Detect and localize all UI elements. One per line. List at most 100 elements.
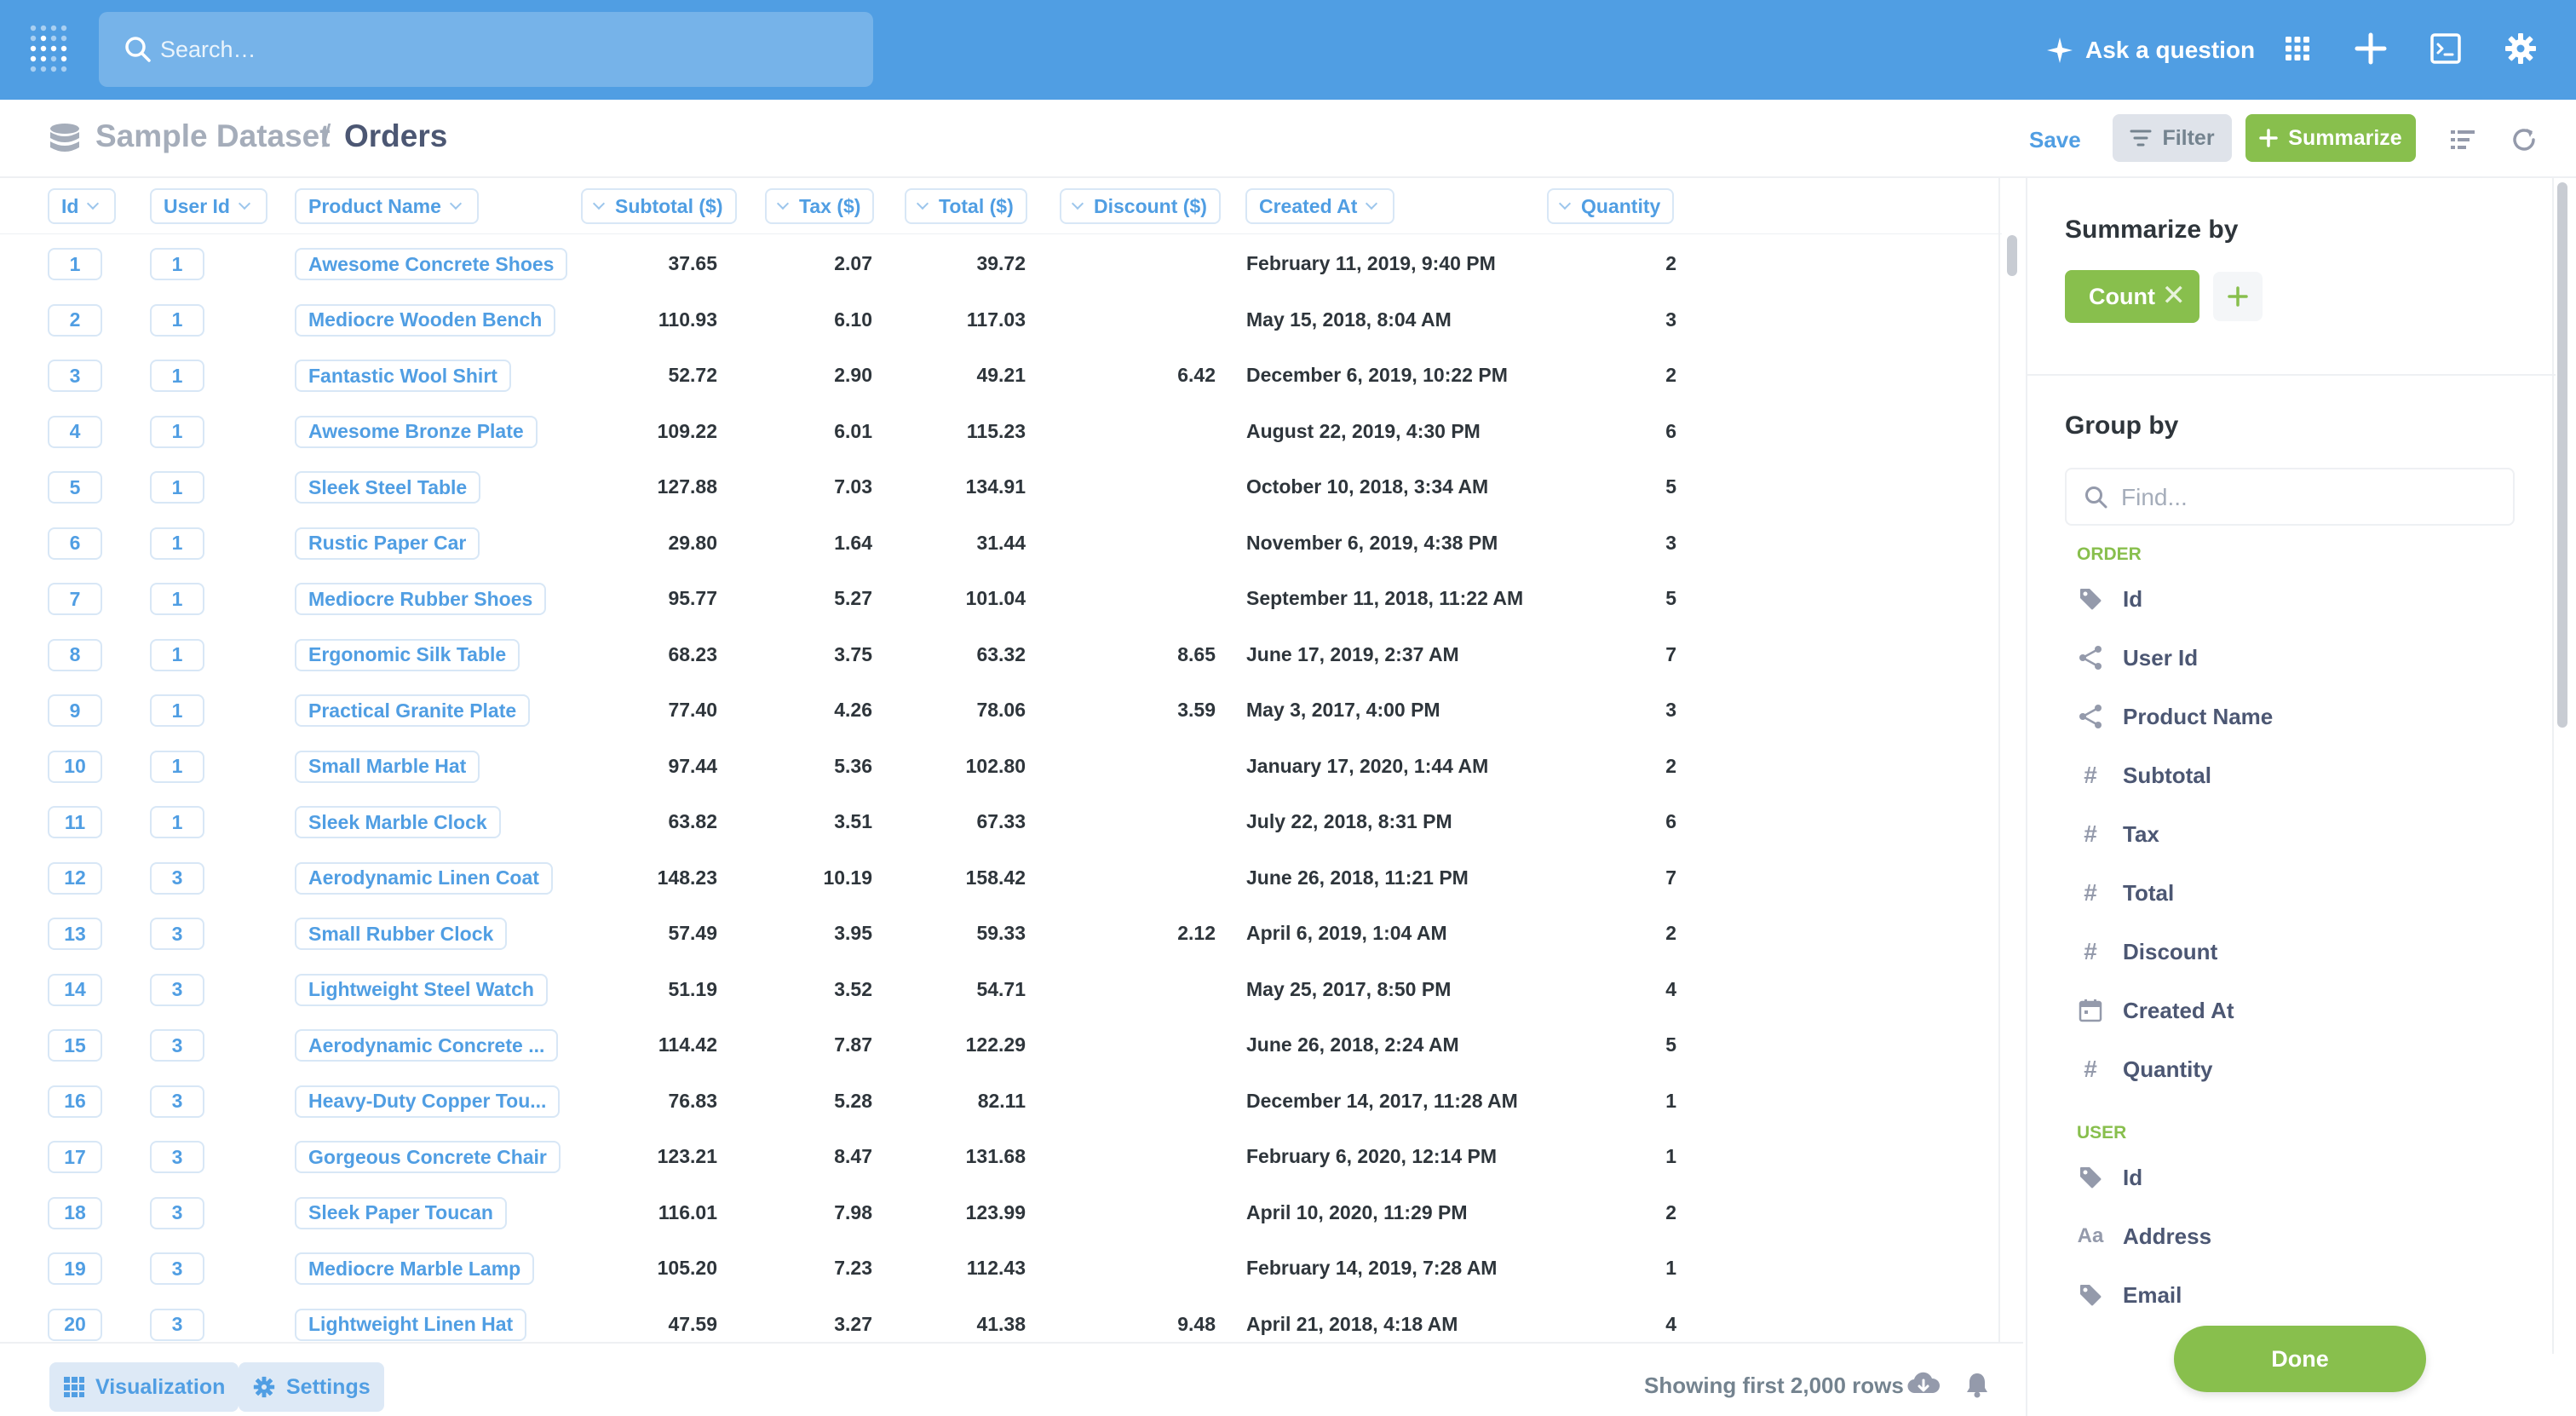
- group-by-field[interactable]: Created At: [2077, 993, 2234, 1027]
- user-id-cell[interactable]: 3: [150, 1141, 204, 1173]
- done-button[interactable]: Done: [2174, 1326, 2426, 1392]
- product-name-cell[interactable]: Awesome Concrete Shoes: [295, 248, 568, 280]
- group-by-field[interactable]: # Discount: [2077, 935, 2217, 969]
- user-id-cell[interactable]: 1: [150, 638, 204, 671]
- user-id-cell[interactable]: 3: [150, 1196, 204, 1229]
- refresh-icon[interactable]: [2510, 125, 2539, 154]
- user-id-cell[interactable]: 3: [150, 973, 204, 1006]
- id-cell[interactable]: 18: [48, 1196, 102, 1229]
- table-row[interactable]: 11 1 Sleek Marble Clock 63.82 3.51 67.33 6 July…: [0, 794, 2002, 849]
- product-name-cell[interactable]: Awesome Bronze Plate: [295, 415, 538, 448]
- column-header-id[interactable]: Id: [48, 188, 117, 224]
- product-name-cell[interactable]: Gorgeous Concrete Chair: [295, 1141, 561, 1173]
- page-title[interactable]: Orders: [344, 118, 448, 153]
- product-name-cell[interactable]: Mediocre Rubber Shoes: [295, 583, 547, 615]
- table-row[interactable]: 8 1 Ergonomic Silk Table 68.23 3.75 63.32 8.65…: [0, 627, 2002, 682]
- product-name-cell[interactable]: Heavy-Duty Copper Tou...: [295, 1085, 561, 1118]
- id-cell[interactable]: 12: [48, 861, 102, 895]
- table-row[interactable]: 3 1 Fantastic Wool Shirt 52.72 2.90 49.21 6.42…: [0, 348, 2002, 403]
- id-cell[interactable]: 11: [48, 806, 102, 838]
- add-metric-button[interactable]: [2213, 272, 2263, 321]
- id-cell[interactable]: 6: [48, 527, 102, 560]
- browse-data-icon[interactable]: [2278, 29, 2317, 68]
- table-row[interactable]: 9 1 Practical Granite Plate 77.40 4.26 78.06 3…: [0, 682, 2002, 738]
- table-row[interactable]: 19 3 Mediocre Marble Lamp 105.20 7.23 112.43 1…: [0, 1240, 2002, 1296]
- column-header-total[interactable]: Total ($): [905, 188, 1027, 224]
- metric-count-pill[interactable]: Count ✕: [2065, 270, 2199, 323]
- id-cell[interactable]: 8: [48, 638, 102, 671]
- table-scrollbar[interactable]: [2007, 235, 2017, 276]
- filter-button[interactable]: Filter: [2113, 114, 2232, 162]
- column-header-tax[interactable]: Tax ($): [765, 188, 875, 224]
- user-id-cell[interactable]: 1: [150, 750, 204, 783]
- id-cell[interactable]: 19: [48, 1252, 102, 1285]
- product-name-cell[interactable]: Practical Granite Plate: [295, 694, 531, 727]
- group-by-field[interactable]: User Id: [2077, 641, 2198, 675]
- product-name-cell[interactable]: Mediocre Marble Lamp: [295, 1252, 535, 1285]
- metabase-logo-icon[interactable]: [29, 24, 70, 73]
- table-row[interactable]: 10 1 Small Marble Hat 97.44 5.36 102.80 2 Janua…: [0, 739, 2002, 794]
- table-row[interactable]: 4 1 Awesome Bronze Plate 109.22 6.01 115.23 6 A…: [0, 404, 2002, 459]
- find-field[interactable]: [2065, 468, 2515, 526]
- user-id-cell[interactable]: 1: [150, 248, 204, 280]
- table-row[interactable]: 2 1 Mediocre Wooden Bench 110.93 6.10 117.03 3…: [0, 292, 2002, 348]
- product-name-cell[interactable]: Small Marble Hat: [295, 750, 480, 783]
- product-name-cell[interactable]: Mediocre Wooden Bench: [295, 303, 556, 337]
- table-row[interactable]: 17 3 Gorgeous Concrete Chair 123.21 8.47 131.…: [0, 1129, 2002, 1184]
- sidebar-scrollbar[interactable]: [2557, 182, 2567, 728]
- product-name-cell[interactable]: Ergonomic Silk Table: [295, 638, 520, 671]
- bell-icon[interactable]: [1964, 1371, 1990, 1398]
- query-editor-icon[interactable]: [2448, 125, 2477, 154]
- user-id-cell[interactable]: 3: [150, 861, 204, 895]
- product-name-cell[interactable]: Lightweight Steel Watch: [295, 973, 548, 1006]
- breadcrumb-database[interactable]: Sample Dataset: [95, 118, 331, 153]
- sql-editor-icon[interactable]: [2426, 29, 2465, 68]
- group-by-field[interactable]: # Total: [2077, 876, 2174, 910]
- table-row[interactable]: 18 3 Sleek Paper Toucan 116.01 7.98 123.99 2 Ap…: [0, 1185, 2002, 1240]
- user-id-cell[interactable]: 3: [150, 1308, 204, 1341]
- product-name-cell[interactable]: Lightweight Linen Hat: [295, 1308, 527, 1341]
- id-cell[interactable]: 10: [48, 750, 102, 783]
- id-cell[interactable]: 15: [48, 1029, 102, 1062]
- column-header-product-name[interactable]: Product Name: [295, 188, 479, 224]
- table-row[interactable]: 7 1 Mediocre Rubber Shoes 95.77 5.27 101.04 5 S…: [0, 571, 2002, 626]
- user-id-cell[interactable]: 1: [150, 415, 204, 448]
- id-cell[interactable]: 9: [48, 694, 102, 727]
- product-name-cell[interactable]: Aerodynamic Linen Coat: [295, 861, 553, 895]
- product-name-cell[interactable]: Sleek Steel Table: [295, 471, 481, 504]
- ask-question-button[interactable]: Ask a question: [2046, 31, 2255, 70]
- group-by-field[interactable]: # Quantity: [2077, 1052, 2212, 1086]
- table-row[interactable]: 13 3 Small Rubber Clock 57.49 3.95 59.33 2.12 2…: [0, 906, 2002, 961]
- user-id-cell[interactable]: 3: [150, 1085, 204, 1118]
- product-name-cell[interactable]: Aerodynamic Concrete ...: [295, 1029, 559, 1062]
- product-name-cell[interactable]: Small Rubber Clock: [295, 918, 508, 950]
- user-id-cell[interactable]: 1: [150, 694, 204, 727]
- table-row[interactable]: 12 3 Aerodynamic Linen Coat 148.23 10.19 158.…: [0, 850, 2002, 906]
- id-cell[interactable]: 20: [48, 1308, 102, 1341]
- download-icon[interactable]: [1906, 1371, 1941, 1398]
- column-header-created-at[interactable]: Created At: [1245, 188, 1395, 224]
- find-input[interactable]: [2121, 481, 2496, 514]
- id-cell[interactable]: 2: [48, 303, 102, 337]
- id-cell[interactable]: 4: [48, 415, 102, 448]
- group-by-field[interactable]: # Tax: [2077, 817, 2159, 851]
- id-cell[interactable]: 3: [48, 360, 102, 392]
- summarize-button[interactable]: Summarize: [2245, 114, 2416, 162]
- group-by-field[interactable]: Aa Address: [2077, 1219, 2211, 1253]
- close-icon[interactable]: ✕: [2161, 279, 2187, 312]
- table-row[interactable]: 5 1 Sleek Steel Table 127.88 7.03 134.91 5 Octo…: [0, 459, 2002, 515]
- save-button[interactable]: Save: [2029, 127, 2081, 153]
- id-cell[interactable]: 7: [48, 583, 102, 615]
- column-header-user-id[interactable]: User Id: [150, 188, 267, 224]
- table-row[interactable]: 16 3 Heavy-Duty Copper Tou... 76.83 5.28 82.1…: [0, 1074, 2002, 1129]
- id-cell[interactable]: 1: [48, 248, 102, 280]
- user-id-cell[interactable]: 3: [150, 1029, 204, 1062]
- group-by-field[interactable]: # Subtotal: [2077, 758, 2211, 792]
- search-input[interactable]: [160, 31, 825, 68]
- product-name-cell[interactable]: Sleek Marble Clock: [295, 806, 501, 838]
- user-id-cell[interactable]: 1: [150, 360, 204, 392]
- group-by-field[interactable]: Id: [2077, 1160, 2142, 1194]
- product-name-cell[interactable]: Rustic Paper Car: [295, 527, 480, 560]
- id-cell[interactable]: 13: [48, 918, 102, 950]
- user-id-cell[interactable]: 1: [150, 806, 204, 838]
